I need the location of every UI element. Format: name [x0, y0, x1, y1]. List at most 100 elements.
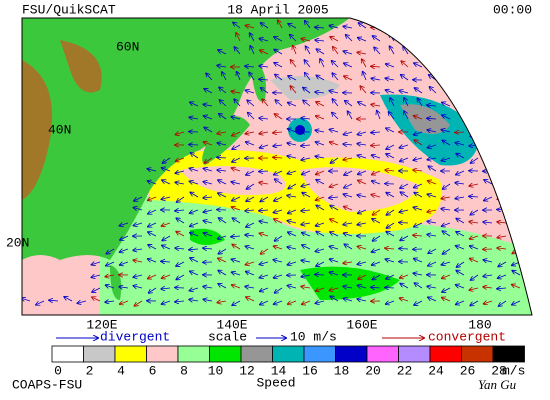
- colorbar-label: 28: [491, 363, 507, 378]
- colorbar-label: 14: [271, 363, 287, 378]
- speed-band: [100, 196, 532, 315]
- wind-arrow: [386, 274, 395, 279]
- wind-arrow: [206, 73, 213, 81]
- wind-arrow: [473, 33, 479, 42]
- wind-arrow: [91, 262, 101, 265]
- wind-arrow: [345, 101, 353, 107]
- wind-arrow: [414, 183, 423, 188]
- wind-arrow: [203, 299, 213, 301]
- wind-arrow: [512, 285, 521, 289]
- wind-arrow: [36, 300, 45, 305]
- wind-arrow: [371, 132, 381, 133]
- wind-arrow: [470, 209, 479, 215]
- wind-arrow: [287, 286, 297, 289]
- wind-arrow: [343, 51, 353, 54]
- wind-arrow: [456, 271, 465, 276]
- wind-arrow: [106, 261, 115, 266]
- wind-arrow: [442, 63, 451, 68]
- wind-arrow: [260, 287, 269, 291]
- land: [22, 60, 53, 200]
- wind-arrow: [261, 23, 269, 29]
- wind-arrow: [302, 170, 311, 175]
- wind-arrow: [484, 180, 493, 185]
- wind-arrow: [427, 194, 437, 197]
- wind-arrow: [316, 49, 325, 55]
- wind-arrow: [162, 301, 171, 304]
- wind-arrow: [245, 210, 255, 211]
- wind-arrow: [301, 260, 311, 262]
- wind-arrow: [358, 102, 367, 107]
- wind-arrow: [371, 287, 381, 288]
- wind-arrow: [516, 85, 521, 94]
- wind-arrow: [259, 66, 269, 67]
- wind-arrow: [413, 26, 423, 28]
- wind-arrow: [372, 262, 381, 265]
- header-right: 00:00: [493, 2, 532, 17]
- wind-arrow: [189, 249, 199, 250]
- wind-arrow: [190, 233, 199, 237]
- wind-arrow: [386, 193, 395, 198]
- wind-arrow: [217, 170, 227, 171]
- wind-arrow: [148, 196, 157, 200]
- wind-arrow: [287, 221, 297, 223]
- wind-arrow: [343, 223, 353, 225]
- header-left: FSU/QuikSCAT: [22, 2, 116, 17]
- wind-arrow: [218, 193, 227, 198]
- wind-arrow: [203, 221, 213, 223]
- wind-arrow: [148, 274, 157, 279]
- wind-arrow: [471, 62, 479, 68]
- wind-arrow: [372, 249, 381, 252]
- wind-arrow: [316, 288, 325, 291]
- wind-arrow: [344, 207, 353, 211]
- wind-arrow: [245, 132, 255, 134]
- wind-arrow: [373, 235, 381, 241]
- wind-arrow: [288, 209, 297, 213]
- wind-arrow: [483, 158, 493, 160]
- colorbar-cell: [114, 345, 147, 363]
- colorbar-unit: m/s: [502, 363, 525, 378]
- wind-arrow: [427, 105, 437, 106]
- wind-arrow: [246, 196, 255, 201]
- wind-arrow: [176, 218, 185, 224]
- wind-arrow: [358, 209, 367, 213]
- wind-arrow: [273, 260, 283, 262]
- wind-arrow: [275, 287, 283, 293]
- wind-arrow: [371, 78, 381, 80]
- wind-arrow: [329, 91, 339, 93]
- wind-arrow: [302, 245, 311, 250]
- footer-center: Speed: [256, 375, 295, 390]
- wind-arrow: [446, 85, 451, 94]
- wind-arrow: [445, 34, 451, 42]
- wind-arrow: [246, 222, 255, 227]
- wind-arrow: [512, 271, 521, 276]
- wind-arrow: [217, 143, 227, 145]
- wind-arrow: [498, 261, 507, 267]
- wind-arrow: [403, 46, 409, 55]
- wind-arrow: [497, 236, 507, 238]
- wind-arrow: [162, 245, 171, 250]
- wind-arrow: [359, 23, 367, 29]
- wind-arrow: [175, 132, 185, 135]
- wind-arrow: [189, 288, 199, 291]
- wind-arrow: [246, 170, 255, 175]
- wind-arrow: [442, 115, 451, 120]
- wind-arrow: [232, 168, 241, 171]
- wind-arrow: [415, 88, 423, 94]
- wind-arrow: [332, 73, 339, 81]
- wind-arrow: [498, 76, 507, 81]
- wind-arrow: [497, 288, 507, 289]
- wind-arrow: [275, 235, 283, 241]
- wind-arrow: [330, 142, 339, 145]
- wind-arrow: [471, 157, 479, 163]
- wind-arrow: [498, 275, 507, 278]
- wind-arrow: [358, 170, 367, 174]
- wind-arrow: [330, 184, 339, 187]
- wind-arrow: [120, 249, 129, 252]
- wind-arrow: [432, 59, 437, 68]
- wind-arrow: [471, 274, 479, 280]
- wind-arrow: [316, 142, 325, 145]
- wind-arrow: [302, 300, 311, 304]
- wind-arrow: [427, 210, 437, 212]
- wind-arrow: [442, 223, 451, 226]
- wind-arrow: [273, 145, 283, 146]
